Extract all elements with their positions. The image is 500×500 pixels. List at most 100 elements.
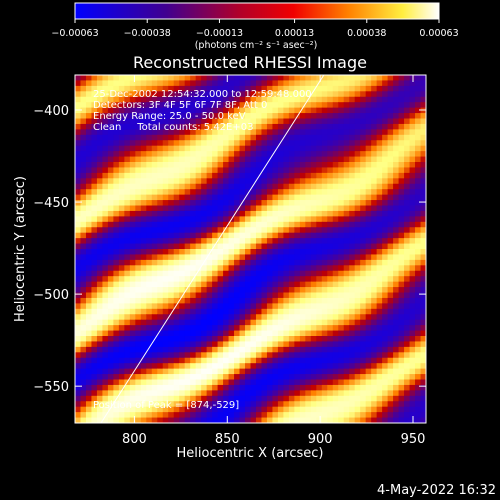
heatmap-cell (140, 341, 147, 348)
heatmap-cell (250, 113, 257, 120)
heatmap-cell (272, 183, 279, 190)
heatmap-cell (234, 216, 241, 223)
heatmap-cell (283, 221, 290, 228)
heatmap-cell (146, 156, 153, 163)
heatmap-cell (173, 254, 180, 261)
heatmap-cell (327, 346, 334, 353)
heatmap-cell (393, 363, 400, 370)
heatmap-cell (223, 134, 230, 141)
heatmap-cell (239, 189, 246, 196)
heatmap-cell (228, 75, 235, 82)
heatmap-cell (261, 227, 268, 234)
heatmap-cell (91, 107, 98, 114)
heatmap-cell (184, 401, 191, 408)
heatmap-cell (332, 368, 339, 375)
heatmap-cell (310, 221, 317, 228)
heatmap-cell (146, 75, 153, 82)
heatmap-cell (179, 172, 186, 179)
heatmap-cell (393, 243, 400, 250)
heatmap-cell (85, 232, 93, 239)
heatmap-cell (173, 178, 180, 185)
heatmap-cell (96, 401, 104, 408)
heatmap-cell (310, 91, 317, 98)
heatmap-cell (102, 390, 109, 397)
heatmap-cell (124, 183, 131, 190)
heatmap-cell (223, 357, 230, 364)
heatmap-cell (245, 91, 252, 98)
heatmap-cell (420, 140, 426, 147)
heatmap-cell (179, 270, 186, 277)
heatmap-cell (277, 259, 284, 266)
heatmap-cell (327, 129, 334, 136)
heatmap-cell (91, 259, 98, 266)
heatmap-cell (80, 172, 87, 179)
heatmap-cell (162, 390, 169, 397)
heatmap-cell (283, 341, 290, 348)
heatmap-cell (75, 134, 82, 141)
heatmap-cell (146, 85, 153, 92)
x-tick-label: 950 (401, 432, 426, 447)
heatmap-cell (118, 254, 125, 261)
heatmap-cell (102, 167, 109, 174)
heatmap-cell (80, 417, 87, 423)
heatmap-cell (283, 178, 290, 185)
heatmap-cell (382, 118, 389, 125)
heatmap-cell (212, 134, 219, 141)
heatmap-cell (393, 254, 400, 261)
heatmap-cell (102, 249, 109, 256)
heatmap-cell (212, 292, 219, 299)
heatmap-cell (316, 151, 323, 158)
heatmap-cell (409, 205, 416, 212)
heatmap-cell (217, 75, 224, 82)
heatmap-cell (239, 243, 246, 250)
heatmap-cell (223, 205, 230, 212)
heatmap-cell (387, 368, 394, 375)
heatmap-cell (288, 336, 295, 343)
heatmap-cell (310, 325, 317, 332)
heatmap-cell (223, 183, 230, 190)
heatmap-cell (382, 140, 389, 147)
heatmap-cell (398, 341, 405, 348)
heatmap-cell (75, 221, 82, 228)
heatmap-cell (299, 167, 306, 174)
heatmap-cell (354, 384, 361, 391)
heatmap-cell (338, 232, 345, 239)
heatmap-cell (217, 384, 224, 391)
heatmap-cell (91, 384, 98, 391)
heatmap-cell (277, 314, 284, 321)
heatmap-cell (245, 259, 252, 266)
heatmap-cell (420, 395, 426, 402)
heatmap-cell (217, 308, 224, 315)
heatmap-cell (146, 395, 153, 402)
heatmap-cell (387, 281, 394, 288)
heatmap-cell (107, 221, 114, 228)
heatmap-cell (184, 85, 191, 92)
heatmap-cell (173, 395, 180, 402)
heatmap-cell (316, 140, 323, 147)
heatmap-cell (91, 346, 98, 353)
heatmap-cell (239, 363, 246, 370)
heatmap-cell (184, 319, 191, 326)
heatmap-cell (354, 292, 361, 299)
heatmap-cell (354, 129, 361, 136)
heatmap-cell (179, 379, 186, 386)
heatmap-cell (387, 238, 394, 245)
heatmap-cell (228, 85, 235, 92)
heatmap-cell (118, 118, 125, 125)
heatmap-cell (113, 129, 120, 136)
heatmap-cell (146, 216, 153, 223)
heatmap-cell (310, 363, 317, 370)
heatmap-cell (190, 379, 197, 386)
heatmap-cell (75, 80, 82, 87)
heatmap-cell (228, 417, 235, 423)
heatmap-cell (299, 330, 306, 337)
heatmap-cell (85, 417, 93, 423)
heatmap-cell (266, 308, 274, 315)
heatmap-cell (272, 205, 279, 212)
heatmap-cell (96, 374, 104, 381)
heatmap-cell (261, 167, 268, 174)
heatmap-cell (316, 341, 323, 348)
heatmap-cell (184, 243, 191, 250)
heatmap-cell (277, 216, 284, 223)
heatmap-cell (107, 172, 114, 179)
